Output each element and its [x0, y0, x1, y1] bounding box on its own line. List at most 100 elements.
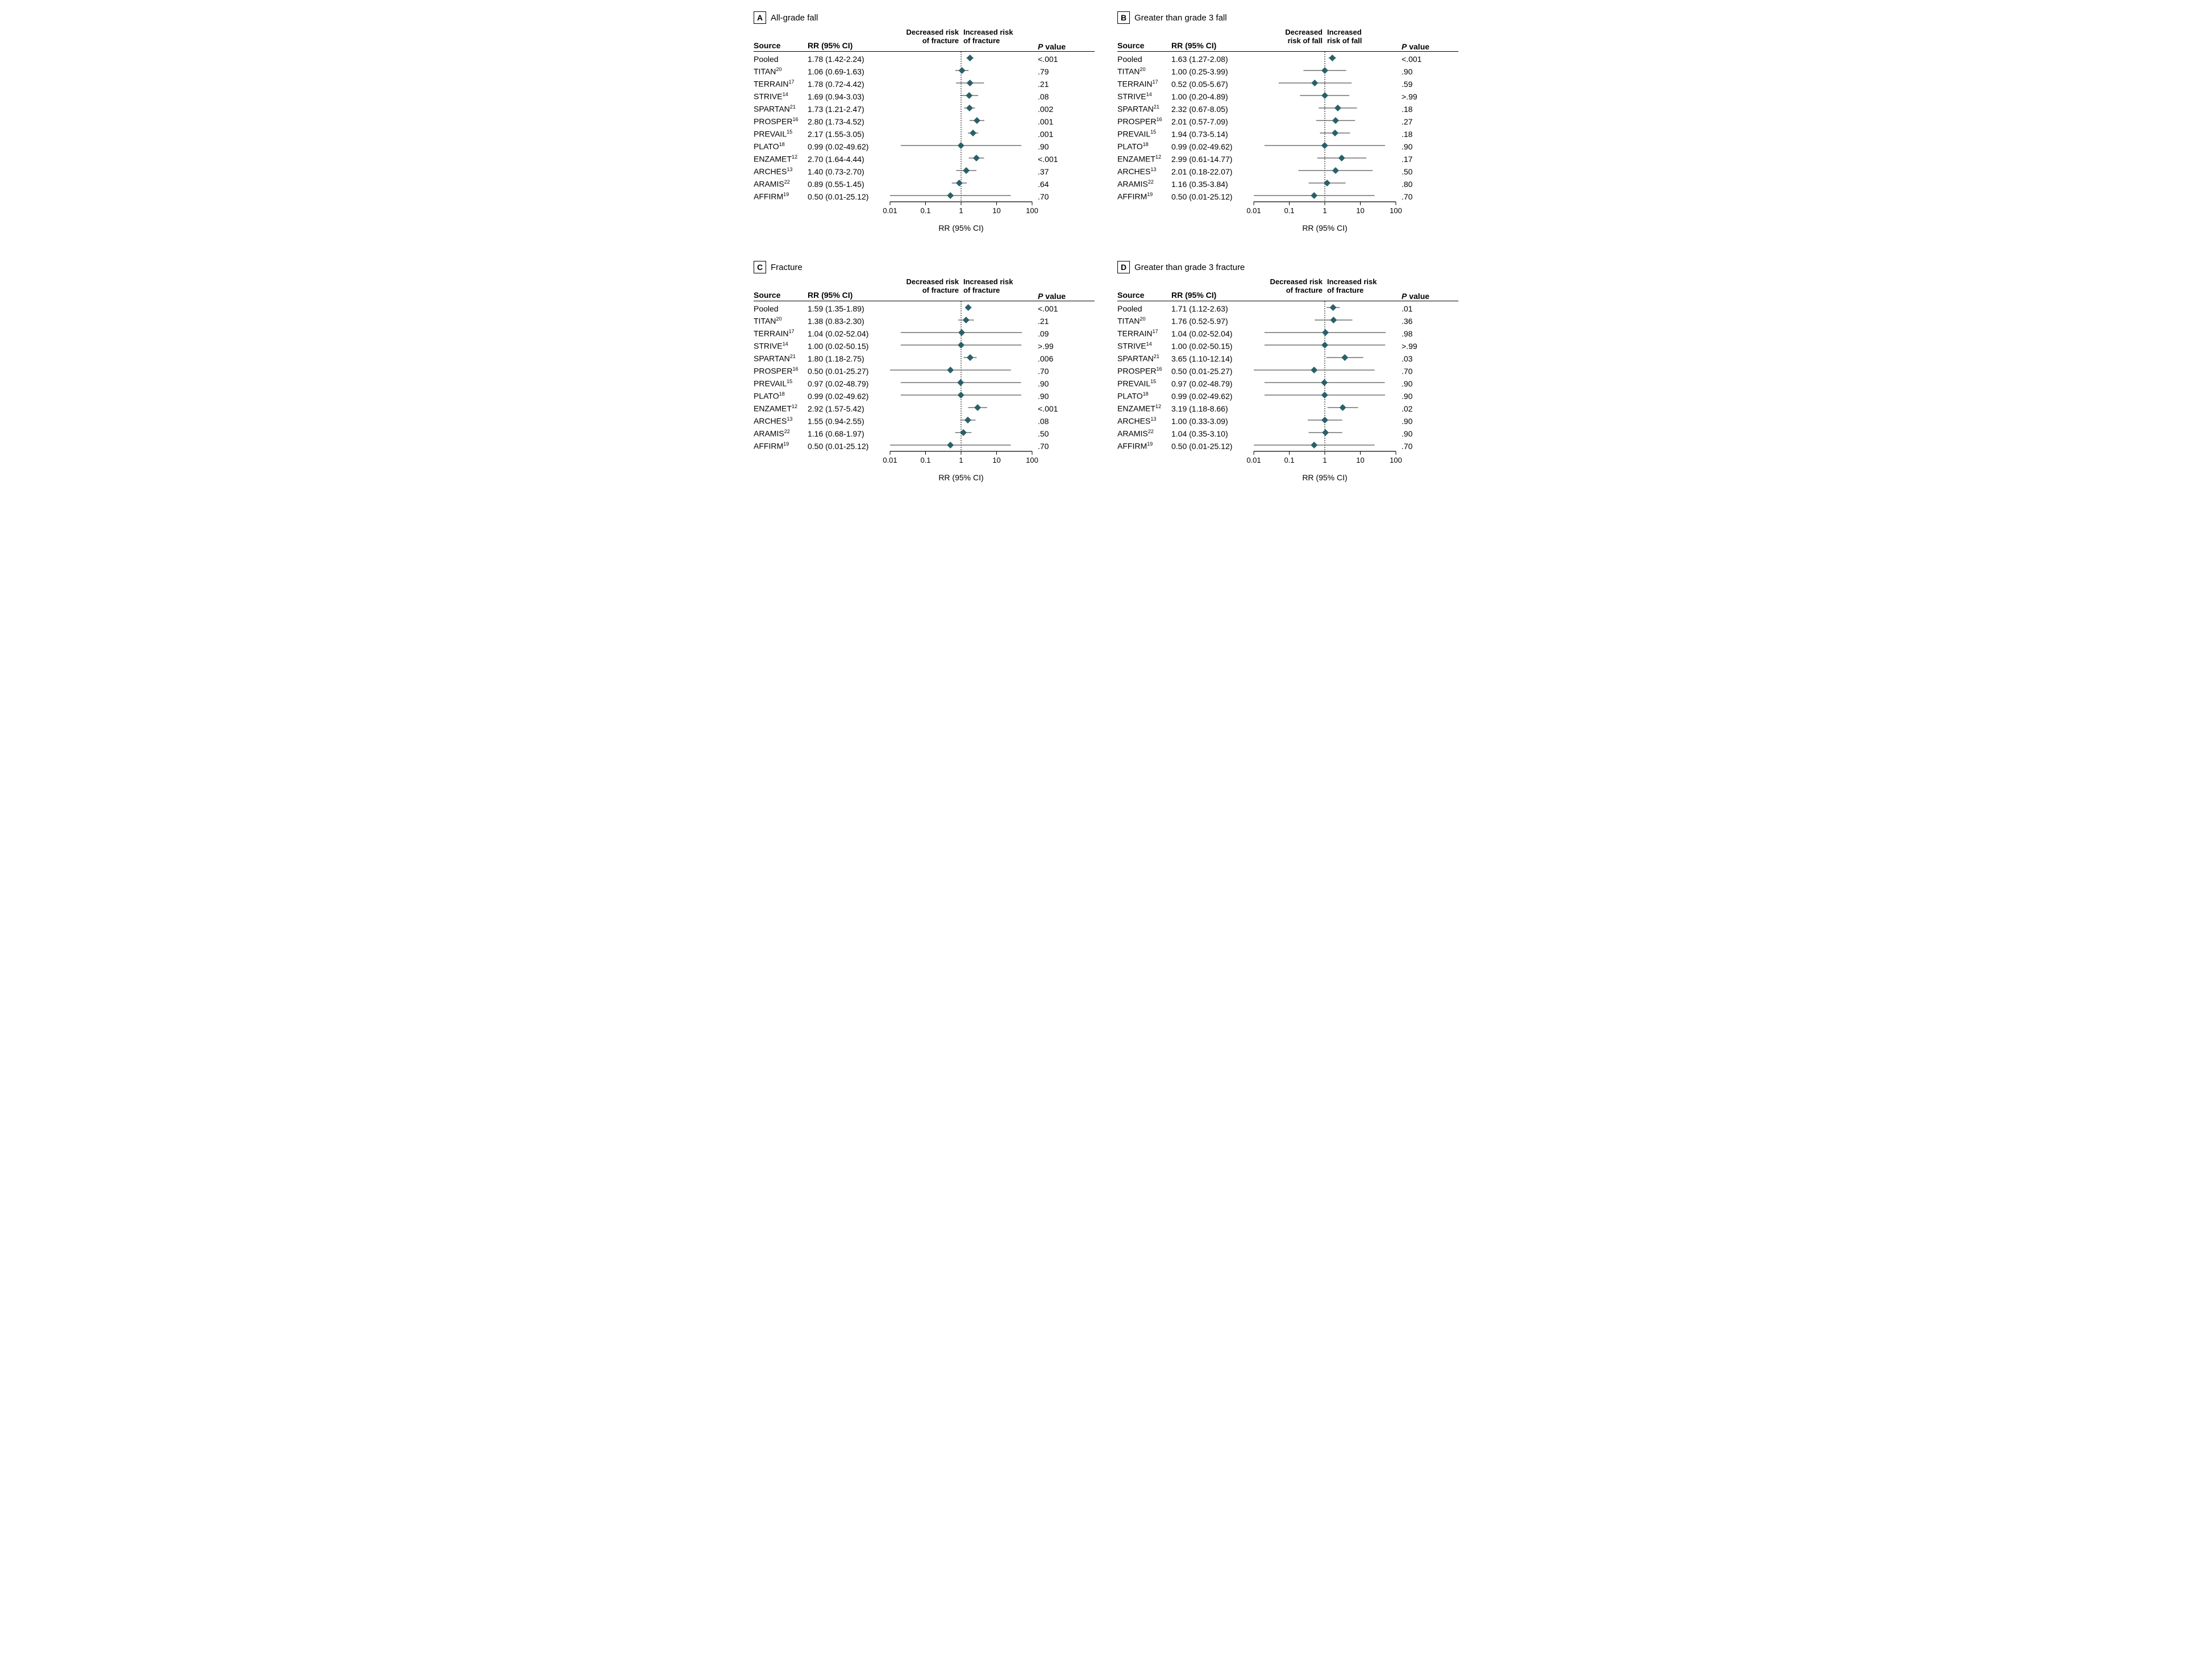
p-cell: <.001 [1038, 404, 1078, 413]
p-cell: .90 [1402, 392, 1441, 401]
forest-wrap: Decreased riskof fracture Increased risk… [1117, 278, 1458, 482]
forest-row-svg [884, 351, 1038, 364]
p-cell: .79 [1038, 67, 1078, 76]
p-cell: .21 [1038, 317, 1078, 326]
rr-cell: 1.00 (0.25-3.99) [1171, 67, 1248, 76]
forest-row-svg [884, 389, 1038, 401]
source-cell: SPARTAN21 [754, 354, 808, 363]
table-row: ARAMIS22 1.16 (0.35-3.84) .80 [1117, 177, 1458, 189]
rr-cell: 0.50 (0.01-25.12) [1171, 192, 1248, 201]
table-row: AFFIRM19 0.50 (0.01-25.12) .70 [1117, 439, 1458, 451]
p-cell: .90 [1402, 429, 1441, 438]
table-header: Source RR (95% CI) P value [754, 28, 1095, 52]
source-cell: TITAN20 [1117, 67, 1171, 76]
forest-row-svg [1248, 314, 1402, 326]
forest-row-svg [1248, 77, 1402, 89]
p-cell: .18 [1402, 130, 1441, 139]
forest-panel: A All-grade fall Decreased riskof fractu… [754, 11, 1095, 232]
table-row: TITAN20 1.06 (0.69-1.63) .79 [754, 64, 1095, 77]
rr-cell: 0.97 (0.02-48.79) [1171, 379, 1248, 388]
svg-text:0.01: 0.01 [1246, 206, 1261, 215]
table-row: STRIVE14 1.00 (0.02-50.15) >.99 [754, 339, 1095, 351]
col-p-header: P value [1038, 292, 1078, 301]
forest-row-svg [884, 102, 1038, 114]
table-row: TERRAIN17 1.04 (0.02-52.04) .09 [754, 326, 1095, 339]
table-row: PLATO18 0.99 (0.02-49.62) .90 [1117, 389, 1458, 401]
rr-cell: 0.50 (0.01-25.12) [808, 442, 884, 451]
source-cell: TITAN20 [1117, 316, 1171, 326]
rr-cell: 0.52 (0.05-5.67) [1171, 80, 1248, 89]
p-cell: >.99 [1038, 342, 1078, 351]
forest-row-svg [1248, 426, 1402, 439]
p-cell: <.001 [1038, 304, 1078, 313]
source-cell: PREVAIL15 [754, 129, 808, 139]
p-cell: .70 [1402, 367, 1441, 376]
forest-row-svg [1248, 114, 1402, 127]
panel-title-text: Greater than grade 3 fall [1134, 13, 1227, 23]
source-cell: ARAMIS22 [754, 429, 808, 438]
p-cell: >.99 [1402, 342, 1441, 351]
table-row: PREVAIL15 0.97 (0.02-48.79) .90 [754, 376, 1095, 389]
rr-cell: 1.00 (0.02-50.15) [1171, 342, 1248, 351]
table-row: PREVAIL15 1.94 (0.73-5.14) .18 [1117, 127, 1458, 139]
source-cell: PREVAIL15 [754, 379, 808, 388]
panel-letter: B [1117, 11, 1130, 24]
table-row: STRIVE14 1.69 (0.94-3.03) .08 [754, 89, 1095, 102]
source-cell: TITAN20 [754, 67, 808, 76]
forest-row-svg [884, 152, 1038, 164]
svg-text:100: 100 [1026, 206, 1038, 215]
rr-cell: 1.00 (0.02-50.15) [808, 342, 884, 351]
x-axis-svg: 0.010.1110100 [1248, 451, 1402, 472]
rr-cell: 1.04 (0.35-3.10) [1171, 429, 1248, 438]
table-row: PROSPER16 2.01 (0.57-7.09) .27 [1117, 114, 1458, 127]
rr-cell: 1.73 (1.21-2.47) [808, 105, 884, 114]
forest-row-svg [884, 326, 1038, 339]
source-cell: Pooled [1117, 304, 1171, 313]
figure-page: A All-grade fall Decreased riskof fractu… [748, 0, 1464, 493]
col-source-header: Source [754, 41, 808, 51]
forest-row-svg [1248, 189, 1402, 202]
rr-cell: 0.97 (0.02-48.79) [808, 379, 884, 388]
svg-text:1: 1 [1323, 206, 1327, 215]
table-row: ARAMIS22 1.04 (0.35-3.10) .90 [1117, 426, 1458, 439]
svg-text:0.01: 0.01 [883, 206, 897, 215]
rr-cell: 0.89 (0.55-1.45) [808, 180, 884, 189]
source-cell: PREVAIL15 [1117, 129, 1171, 139]
p-cell: .80 [1402, 180, 1441, 189]
forest-row-svg [884, 164, 1038, 177]
forest-panel: D Greater than grade 3 fracture Decrease… [1117, 261, 1458, 482]
col-p-header: P value [1038, 42, 1078, 51]
source-cell: ARCHES13 [1117, 416, 1171, 426]
p-cell: .70 [1038, 442, 1078, 451]
table-row: Pooled 1.78 (1.42-2.24) <.001 [754, 52, 1095, 64]
source-cell: PREVAIL15 [1117, 379, 1171, 388]
p-cell: .90 [1038, 142, 1078, 151]
rr-cell: 2.99 (0.61-14.77) [1171, 155, 1248, 164]
panel-title-text: Fracture [771, 263, 803, 272]
p-cell: .08 [1038, 92, 1078, 101]
p-cell: .17 [1402, 155, 1441, 164]
rr-cell: 2.17 (1.55-3.05) [808, 130, 884, 139]
source-cell: SPARTAN21 [754, 104, 808, 114]
source-cell: ENZAMET12 [1117, 154, 1171, 164]
p-cell: .90 [1038, 392, 1078, 401]
x-axis-label: RR (95% CI) [884, 473, 1038, 482]
forest-wrap: Decreased riskof fracture Increased risk… [754, 278, 1095, 482]
p-cell: .02 [1402, 404, 1441, 413]
svg-text:1: 1 [1323, 456, 1327, 464]
source-cell: SPARTAN21 [1117, 104, 1171, 114]
rr-cell: 1.00 (0.20-4.89) [1171, 92, 1248, 101]
source-cell: SPARTAN21 [1117, 354, 1171, 363]
source-cell: PROSPER16 [754, 366, 808, 376]
forest-row-svg [884, 301, 1038, 314]
source-cell: Pooled [754, 304, 808, 313]
svg-text:0.1: 0.1 [1284, 206, 1294, 215]
svg-text:100: 100 [1390, 206, 1402, 215]
rr-cell: 3.65 (1.10-12.14) [1171, 354, 1248, 363]
source-cell: AFFIRM19 [1117, 192, 1171, 201]
rr-cell: 1.69 (0.94-3.03) [808, 92, 884, 101]
table-row: PROSPER16 0.50 (0.01-25.27) .70 [1117, 364, 1458, 376]
table-row: ARAMIS22 1.16 (0.68-1.97) .50 [754, 426, 1095, 439]
table-row: ARAMIS22 0.89 (0.55-1.45) .64 [754, 177, 1095, 189]
panel-title-text: Greater than grade 3 fracture [1134, 263, 1245, 272]
